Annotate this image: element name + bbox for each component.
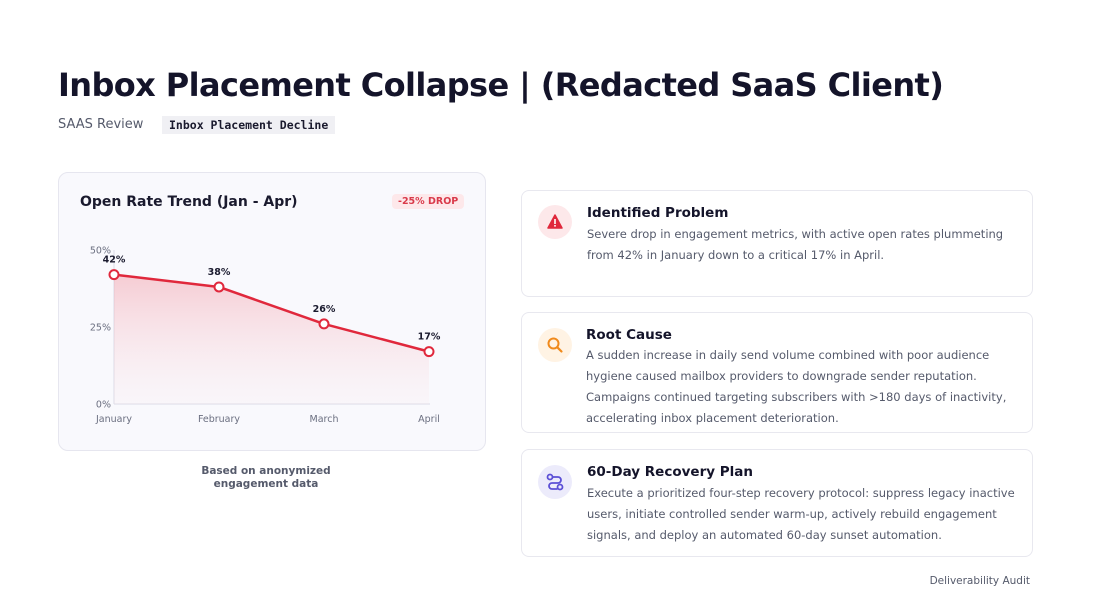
card-text: A sudden increase in daily send volume c… xyxy=(586,348,1007,425)
icon-route xyxy=(538,465,572,499)
line xyxy=(113,273,430,353)
x-tick-label: January xyxy=(95,414,132,425)
card-title: Identified Problem xyxy=(587,205,729,221)
data-point xyxy=(213,281,225,293)
data-point xyxy=(423,346,435,358)
x-tick-label: April xyxy=(418,414,440,425)
footer: Deliverability Audit xyxy=(929,575,1030,587)
x-tick-label: February xyxy=(198,414,240,425)
y-tick-label: 0% xyxy=(96,400,111,411)
card xyxy=(521,312,1033,433)
badge: -25% DROP xyxy=(392,194,465,209)
data-label: 42% xyxy=(103,255,126,266)
page-title: Inbox Placement Collapse | (Redacted Saa… xyxy=(58,66,944,104)
icon-warning xyxy=(538,205,572,239)
chart-title: Open Rate Trend (Jan - Apr) xyxy=(80,194,298,210)
card-title: 60-Day Recovery Plan xyxy=(587,464,753,480)
tag: Inbox Placement Decline xyxy=(162,116,336,134)
chart: 0% 25% 50% January February March April 42% 38% 2… xyxy=(90,246,441,426)
card-text: Execute a prioritized four-step recovery… xyxy=(587,486,1015,542)
x-tick-label: March xyxy=(310,414,339,425)
card-text: Severe drop in engagement metrics, with … xyxy=(587,227,1004,262)
subtitle: SAAS Review xyxy=(58,117,144,132)
card-title: Root Cause xyxy=(586,327,672,343)
data-label: 38% xyxy=(208,267,231,278)
data-point xyxy=(318,318,330,330)
data-label: 17% xyxy=(418,332,441,343)
y-tick-label: 25% xyxy=(90,323,111,334)
data-label: 26% xyxy=(313,304,336,315)
line-area xyxy=(114,274,429,404)
card xyxy=(521,449,1033,557)
card xyxy=(521,190,1033,297)
y-tick-label: 50% xyxy=(90,246,111,257)
icon-search xyxy=(538,328,572,362)
data-point xyxy=(108,269,120,281)
chart-caption: Based on anonymized engagement data xyxy=(201,465,331,490)
